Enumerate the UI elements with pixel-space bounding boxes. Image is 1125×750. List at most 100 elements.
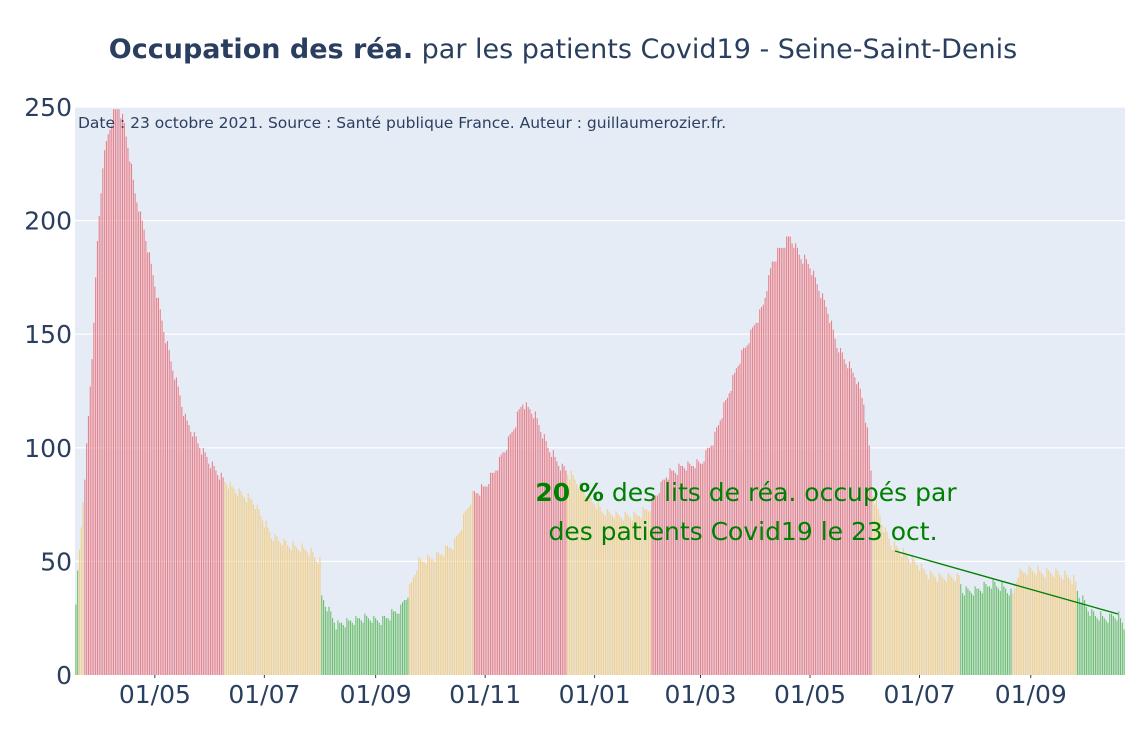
bar [269,531,271,675]
bar [249,497,251,675]
bar [332,618,334,675]
bar [206,456,208,675]
bar [412,577,414,675]
bar [199,447,201,675]
bar [484,486,486,675]
bar [292,540,294,675]
bar [881,525,883,675]
bar [1006,593,1008,675]
bar [193,431,195,675]
bar [778,247,781,676]
bar [834,338,836,675]
bar [457,534,459,675]
bar [769,268,772,675]
bar [972,595,974,675]
bar [116,109,118,675]
bar [629,518,632,675]
bar [567,475,569,675]
bar [432,559,434,675]
bar [387,618,389,675]
bar [985,584,987,675]
bar [181,406,183,675]
bar [1023,572,1025,675]
bar [251,500,253,675]
bar [624,511,626,675]
bar [552,450,554,675]
bar [863,404,865,675]
bar [242,495,244,675]
bar [590,497,592,675]
bar [421,561,423,675]
bar [931,572,933,675]
bar [832,329,834,675]
bar [945,581,947,675]
bar [847,368,849,675]
source-note: Date : 23 octobre 2021. Source : Santé p… [78,114,726,132]
bar [683,468,685,675]
bar [838,352,840,675]
bar [716,427,718,675]
bar [314,556,316,675]
bar [951,577,953,675]
bar [633,511,635,675]
bar [226,484,228,675]
bar [685,470,687,675]
bar [918,570,921,675]
bar [369,620,371,675]
bar [91,359,93,675]
bar [87,415,89,675]
bar [143,229,145,675]
bar [333,622,335,675]
bar [86,443,88,675]
bar [504,452,506,675]
bar [299,552,301,675]
bar [682,465,684,675]
bar [599,506,601,675]
bar [981,593,983,675]
bar [909,563,912,675]
bar [175,377,177,675]
bar [244,497,246,675]
bar [805,259,807,675]
bar [777,247,779,676]
bar [585,495,587,675]
bar [581,486,583,675]
bar [274,534,276,675]
bar [96,241,98,676]
bar [732,375,734,675]
bar [394,611,396,675]
bar [592,502,594,675]
bar [572,475,574,675]
bar [156,297,158,675]
bar [841,352,843,675]
bar [1102,615,1104,675]
bar [699,463,702,675]
bar [965,586,967,675]
bar [764,297,766,675]
bar [450,547,452,675]
bar [701,463,703,675]
bar [664,479,666,675]
bar [911,554,913,675]
bar [267,527,269,675]
bar [1084,600,1086,675]
bar [1060,577,1062,675]
bar [134,193,136,675]
bar [543,434,545,675]
bar [480,484,483,675]
bar [714,431,716,675]
bar [680,465,682,675]
bar [240,490,242,675]
bar [107,134,109,675]
bar [813,270,815,675]
bar [113,109,115,675]
bar [170,361,172,675]
bar [963,595,965,675]
bar [802,263,804,675]
bar [698,461,700,675]
bar [1005,588,1007,675]
bar [138,211,140,675]
bar [565,470,567,675]
bar [744,347,746,675]
bar [656,495,658,675]
